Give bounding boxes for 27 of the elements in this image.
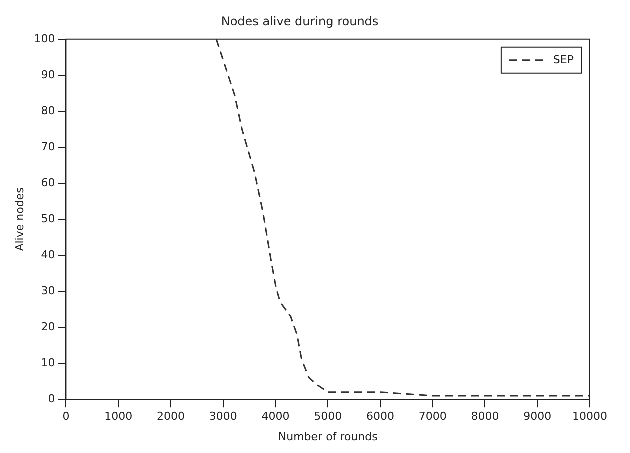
y-tick-label: 50 bbox=[41, 212, 56, 226]
y-tick-label: 40 bbox=[41, 248, 56, 262]
y-tick-label: 100 bbox=[34, 32, 56, 46]
x-tick-label: 6000 bbox=[366, 410, 394, 424]
x-axis-title: Number of rounds bbox=[278, 430, 378, 444]
y-tick-label: 90 bbox=[41, 68, 56, 82]
y-tick-label: 20 bbox=[41, 320, 56, 334]
x-tick-label: 2000 bbox=[156, 410, 185, 424]
x-tick-label: 9000 bbox=[524, 410, 552, 424]
x-tick-label: 3000 bbox=[209, 410, 238, 424]
chart-title: Nodes alive during rounds bbox=[221, 14, 379, 28]
x-tick-label: 7000 bbox=[418, 410, 447, 424]
y-tick-label: 60 bbox=[41, 176, 56, 190]
x-tick-label: 8000 bbox=[471, 410, 500, 424]
y-tick-label: 10 bbox=[41, 356, 56, 370]
y-axis-title: Alive nodes bbox=[13, 187, 26, 252]
x-tick-label: 10000 bbox=[572, 410, 608, 424]
y-tick-label: 30 bbox=[41, 284, 56, 298]
line-series bbox=[216, 39, 590, 397]
x-tick-label: 1000 bbox=[104, 410, 133, 424]
x-tick-label: 0 bbox=[62, 410, 70, 424]
y-tick-label: 0 bbox=[48, 392, 56, 406]
x-tick-label: 5000 bbox=[314, 410, 342, 424]
legend-label: SEP bbox=[553, 53, 574, 66]
y-tick-label: 70 bbox=[41, 140, 56, 154]
x-tick-label: 4000 bbox=[262, 410, 290, 424]
y-tick-label: 80 bbox=[41, 104, 56, 118]
